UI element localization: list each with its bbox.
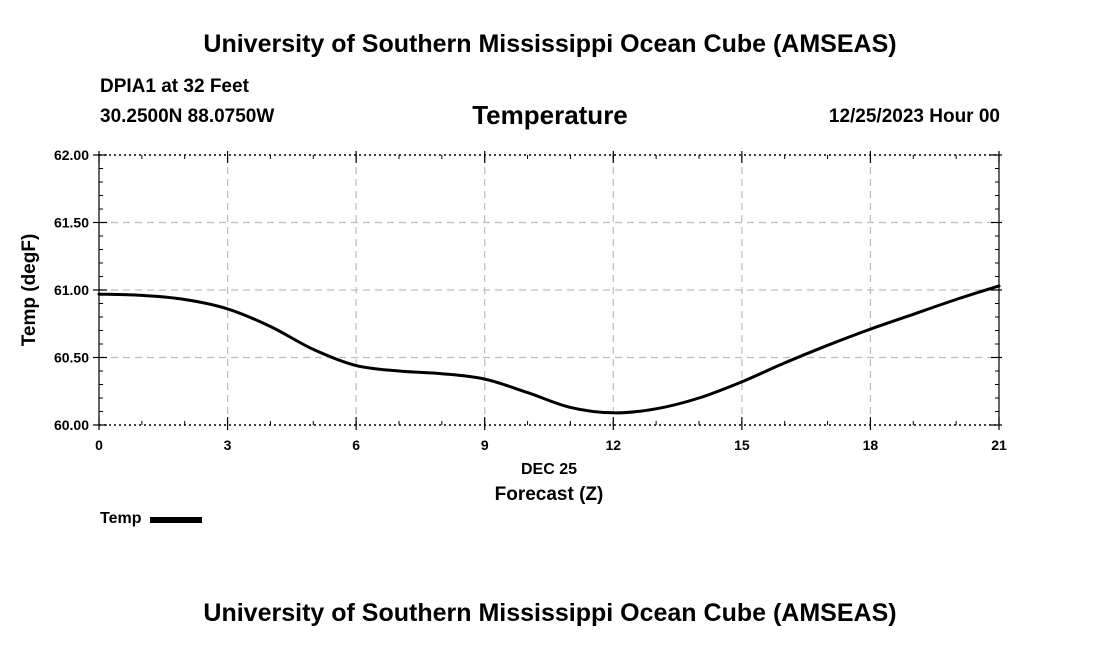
legend-swatch	[150, 517, 203, 523]
bottom-title: University of Southern Mississippi Ocean…	[203, 599, 897, 627]
variable-title: Temperature	[472, 100, 628, 130]
x-axis-label: Forecast (Z)	[495, 484, 604, 505]
datetime-label: 12/25/2023 Hour 00	[828, 106, 1000, 127]
y-tick-label: 61.00	[54, 282, 89, 298]
x-tick-label: 3	[224, 437, 232, 453]
y-tick-label: 60.00	[54, 417, 89, 433]
x-tick-label: 18	[863, 437, 879, 453]
x-tick-label: 15	[734, 437, 750, 453]
legend: Temp	[100, 510, 203, 528]
x-tick-label: 6	[352, 437, 360, 453]
y-tick-label: 61.50	[54, 215, 89, 231]
top-title: University of Southern Mississippi Ocean…	[203, 30, 897, 58]
x-tick-label: 12	[605, 437, 621, 453]
legend-label: Temp	[100, 510, 142, 527]
coordinates-label: 30.2500N 88.0750W	[100, 106, 275, 127]
x-tick-label: 21	[991, 437, 1007, 453]
x-tick-label: 9	[481, 437, 489, 453]
temp-series-line	[97, 284, 1001, 415]
y-tick-label: 60.50	[54, 350, 89, 366]
x-tick-label: 0	[95, 437, 103, 453]
y-tick-label: 62.00	[54, 147, 89, 163]
y-axis-label: Temp (degF)	[19, 234, 40, 347]
x-date-label: DEC 25	[521, 461, 577, 478]
station-label: DPIA1 at 32 Feet	[100, 76, 249, 97]
